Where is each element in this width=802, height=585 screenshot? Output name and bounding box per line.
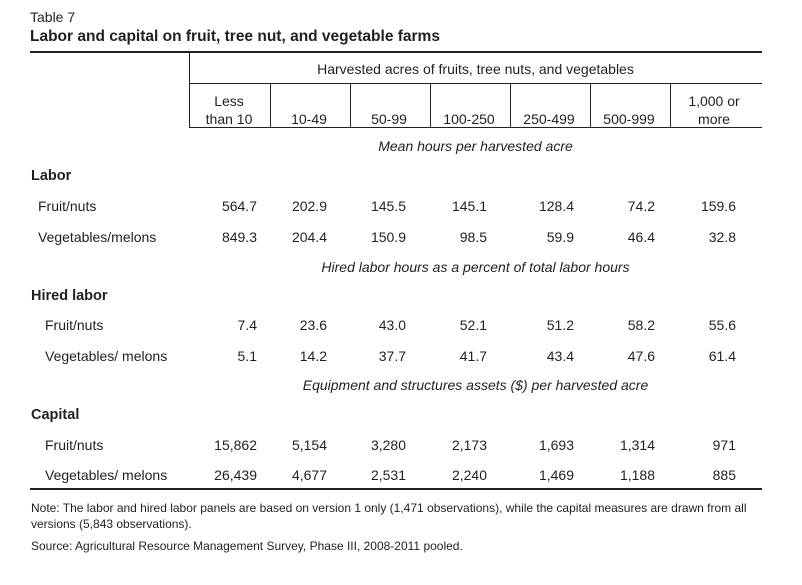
table-cell: 159.6 bbox=[700, 198, 736, 214]
table-cell: 47.6 bbox=[627, 348, 655, 364]
table-cell: 1,314 bbox=[619, 437, 655, 453]
column-head: 250-499 bbox=[509, 110, 589, 128]
column-head: Less than 10 bbox=[189, 92, 269, 128]
table-cell: 2,240 bbox=[451, 467, 487, 483]
column-head: 500-999 bbox=[589, 110, 669, 128]
section-heading: Labor bbox=[31, 168, 72, 184]
table-cell: 74.2 bbox=[627, 198, 655, 214]
table-cell: 46.4 bbox=[627, 229, 655, 245]
spanner-rule bbox=[189, 83, 762, 84]
table-cell: 849.3 bbox=[221, 229, 257, 245]
section-heading: Capital bbox=[31, 407, 80, 423]
table-cell: 51.2 bbox=[546, 317, 574, 333]
table-cell: 128.4 bbox=[538, 198, 574, 214]
row-label: Vegetables/ melons bbox=[45, 348, 168, 364]
table-cell: 41.7 bbox=[459, 348, 487, 364]
table-cell: 37.7 bbox=[378, 348, 406, 364]
column-head-line: 250-499 bbox=[523, 111, 575, 127]
bottom-rule bbox=[30, 488, 762, 490]
table-cell: 885 bbox=[712, 467, 736, 483]
column-separator bbox=[350, 84, 351, 128]
table-cell: 43.4 bbox=[546, 348, 574, 364]
column-separator bbox=[430, 84, 431, 128]
table-source: Source: Agricultural Resource Management… bbox=[31, 539, 463, 553]
column-head-line: 50-99 bbox=[371, 111, 407, 127]
row-label: Fruit/nuts bbox=[45, 437, 104, 453]
column-head: 1,000 or more bbox=[674, 92, 754, 128]
table-note: Note: The labor and hired labor panels a… bbox=[31, 501, 747, 531]
column-head-line: than 10 bbox=[205, 111, 253, 127]
table-cell: 58.2 bbox=[627, 317, 655, 333]
table-cell: 1,188 bbox=[619, 467, 655, 483]
table-cell: 7.4 bbox=[237, 317, 257, 333]
column-head: 10-49 bbox=[269, 110, 349, 128]
column-separator bbox=[510, 84, 511, 128]
table-cell: 150.9 bbox=[370, 229, 406, 245]
stub-divider bbox=[189, 53, 190, 128]
column-head: 50-99 bbox=[349, 110, 429, 128]
table-cell: 2,531 bbox=[370, 467, 406, 483]
column-head-line: 500-999 bbox=[603, 111, 655, 127]
column-head-line: 100-250 bbox=[443, 111, 495, 127]
section-caption: Equipment and structures assets ($) per … bbox=[302, 377, 649, 393]
row-label: Fruit/nuts bbox=[38, 198, 97, 214]
table-title: Labor and capital on fruit, tree nut, an… bbox=[30, 28, 440, 45]
table-cell: 61.4 bbox=[708, 348, 736, 364]
table-cell: 52.1 bbox=[459, 317, 487, 333]
top-rule bbox=[30, 51, 762, 53]
table-cell: 4,677 bbox=[291, 467, 327, 483]
table-cell: 55.6 bbox=[708, 317, 736, 333]
table-cell: 5.1 bbox=[237, 348, 257, 364]
table-cell: 564.7 bbox=[221, 198, 257, 214]
table-cell: 98.5 bbox=[459, 229, 487, 245]
spanner-heading: Harvested acres of fruits, tree nuts, an… bbox=[317, 61, 634, 77]
table-cell: 5,154 bbox=[291, 437, 327, 453]
table-cell: 43.0 bbox=[378, 317, 406, 333]
table-label: Table 7 bbox=[30, 9, 76, 25]
section-caption: Mean hours per harvested acre bbox=[378, 138, 573, 154]
row-label: Vegetables/melons bbox=[38, 229, 157, 245]
table-cell: 59.9 bbox=[546, 229, 574, 245]
table-cell: 202.9 bbox=[291, 198, 327, 214]
column-head-line: more bbox=[698, 111, 730, 127]
table-cell: 23.6 bbox=[299, 317, 327, 333]
column-separator bbox=[270, 84, 271, 128]
row-label: Vegetables/ melons bbox=[45, 467, 168, 483]
column-head: 100-250 bbox=[429, 110, 509, 128]
column-heads-rule bbox=[189, 127, 762, 128]
table-cell: 15,862 bbox=[214, 437, 257, 453]
table-cell: 145.1 bbox=[451, 198, 487, 214]
table-cell: 3,280 bbox=[370, 437, 406, 453]
row-label: Fruit/nuts bbox=[45, 317, 104, 333]
table-cell: 971 bbox=[712, 437, 736, 453]
table-cell: 204.4 bbox=[291, 229, 327, 245]
column-head-line: Less bbox=[214, 93, 244, 109]
column-head-line: 10-49 bbox=[291, 111, 327, 127]
section-caption: Hired labor hours as a percent of total … bbox=[321, 259, 630, 275]
table-cell: 1,469 bbox=[538, 467, 574, 483]
column-separator bbox=[590, 84, 591, 128]
table-cell: 1,693 bbox=[538, 437, 574, 453]
table-cell: 32.8 bbox=[708, 229, 736, 245]
table-cell: 2,173 bbox=[451, 437, 487, 453]
column-separator bbox=[670, 84, 671, 128]
section-heading: Hired labor bbox=[31, 288, 108, 304]
table-cell: 14.2 bbox=[299, 348, 327, 364]
table-cell: 145.5 bbox=[370, 198, 406, 214]
table-cell: 26,439 bbox=[214, 467, 257, 483]
column-head-line: 1,000 or bbox=[688, 93, 740, 109]
